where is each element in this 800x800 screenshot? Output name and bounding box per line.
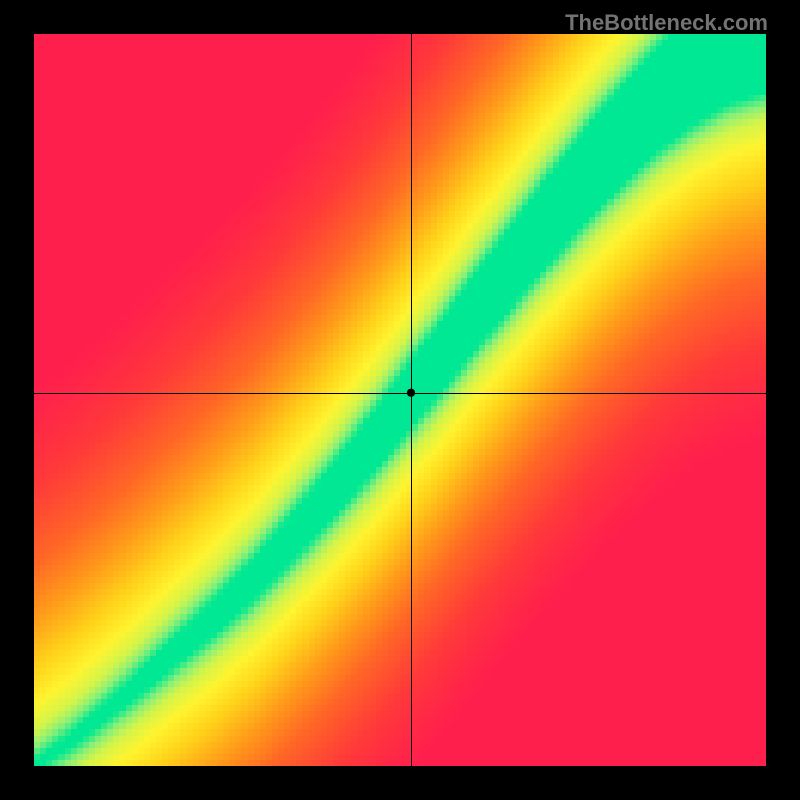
bottleneck-heatmap [34,34,766,766]
chart-stage: TheBottleneck.com [0,0,800,800]
attribution-label: TheBottleneck.com [565,10,768,36]
